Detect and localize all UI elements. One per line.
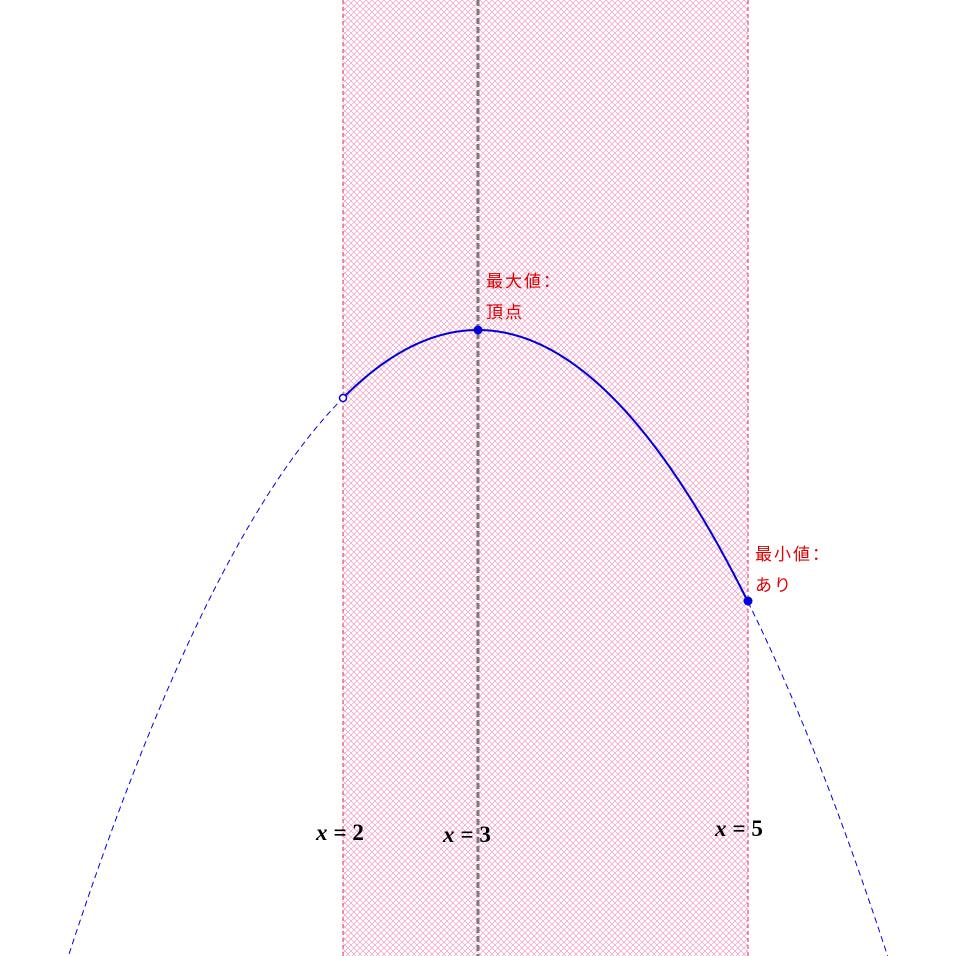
parabola-outside-left — [67, 397, 344, 956]
parabola-in-domain — [342, 329, 749, 603]
domain-region — [343, 0, 748, 956]
right-endpoint-point — [743, 596, 753, 606]
vertex-point — [473, 325, 483, 335]
label-x-3: x = 3 — [442, 822, 491, 847]
min-value-detail: あり — [755, 576, 793, 596]
max-value-detail: 頂点 — [486, 303, 524, 323]
min-value-label: 最小値： — [755, 545, 831, 565]
label-x-5: x = 5 — [714, 816, 763, 841]
left-endpoint-open-point — [338, 393, 348, 403]
label-x-2: x = 2 — [315, 820, 364, 845]
parabola-outside-right — [747, 601, 889, 956]
max-value-label: 最大値： — [486, 272, 562, 292]
